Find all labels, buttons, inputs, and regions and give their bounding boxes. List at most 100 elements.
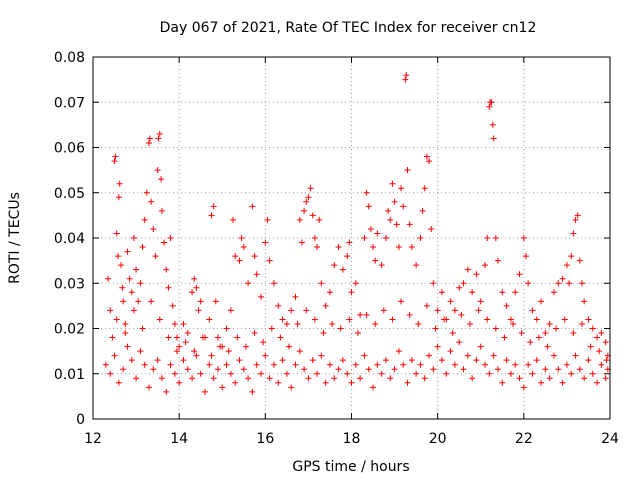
data-point xyxy=(389,316,396,323)
data-point xyxy=(210,203,217,210)
data-point xyxy=(296,216,303,223)
data-point xyxy=(520,235,527,241)
data-point xyxy=(451,361,458,368)
data-point xyxy=(587,343,594,350)
y-tick-label: 0.02 xyxy=(54,322,85,338)
data-point xyxy=(141,216,148,223)
data-point xyxy=(344,370,351,377)
data-point xyxy=(441,316,448,323)
data-point xyxy=(406,311,413,318)
data-point xyxy=(415,320,422,327)
data-point xyxy=(141,361,148,368)
data-point xyxy=(238,235,245,241)
data-point xyxy=(469,375,476,382)
data-point xyxy=(398,185,405,192)
x-tick-label: 24 xyxy=(601,431,619,447)
data-point xyxy=(566,280,573,287)
data-point xyxy=(572,352,579,359)
data-point xyxy=(270,280,277,287)
data-point xyxy=(563,262,570,269)
x-tick-label: 14 xyxy=(170,431,188,447)
data-point xyxy=(443,370,450,377)
data-point xyxy=(232,379,239,386)
data-point xyxy=(370,384,377,391)
data-point xyxy=(303,307,310,314)
data-point xyxy=(184,330,191,337)
data-point xyxy=(403,72,410,79)
y-tick-label: 0.06 xyxy=(54,141,85,157)
y-tick-label: 0.03 xyxy=(54,276,85,292)
data-point xyxy=(152,253,159,260)
data-point xyxy=(447,298,454,305)
data-point xyxy=(189,289,196,296)
data-point xyxy=(214,366,221,373)
data-point xyxy=(348,289,355,296)
data-point xyxy=(380,307,387,314)
data-point xyxy=(208,352,215,359)
data-point xyxy=(266,257,273,264)
data-point xyxy=(232,253,239,260)
data-point xyxy=(182,339,189,346)
data-point xyxy=(447,348,454,355)
data-point xyxy=(585,357,592,364)
y-tick-label: 0.04 xyxy=(54,231,85,247)
data-point xyxy=(596,348,603,355)
chart-title: Day 067 of 2021, Rate Of TEC Index for r… xyxy=(160,20,537,36)
data-point xyxy=(598,330,605,337)
data-point xyxy=(408,357,415,364)
data-point xyxy=(464,352,471,359)
data-point xyxy=(335,244,342,251)
data-point xyxy=(326,361,333,368)
x-tick-label: 22 xyxy=(515,431,533,447)
data-point xyxy=(352,280,359,287)
data-point xyxy=(279,357,286,364)
data-point xyxy=(473,271,480,278)
data-point xyxy=(288,307,295,314)
data-point xyxy=(363,189,370,196)
data-point xyxy=(262,239,269,246)
data-point xyxy=(361,235,368,241)
data-point xyxy=(494,257,501,264)
data-point xyxy=(115,194,122,201)
data-point xyxy=(309,357,316,364)
data-point xyxy=(234,334,241,341)
data-point xyxy=(339,266,346,273)
data-point xyxy=(329,320,336,327)
x-tick-label: 18 xyxy=(343,431,361,447)
data-point xyxy=(107,370,114,377)
data-point xyxy=(107,307,114,314)
data-point xyxy=(262,352,269,359)
data-point xyxy=(128,357,135,364)
data-point xyxy=(251,330,258,337)
data-point xyxy=(113,316,120,323)
data-point xyxy=(408,244,415,251)
data-point xyxy=(432,325,439,332)
data-point xyxy=(193,284,200,291)
data-point xyxy=(118,262,125,269)
data-point xyxy=(361,352,368,359)
y-tick-label: 0.08 xyxy=(54,50,85,66)
data-point xyxy=(283,370,290,377)
data-point xyxy=(387,216,394,223)
data-point xyxy=(451,307,458,314)
data-point xyxy=(576,257,583,264)
data-point xyxy=(417,361,424,368)
data-point xyxy=(258,293,265,300)
data-point xyxy=(507,370,514,377)
data-point xyxy=(382,235,389,241)
data-point xyxy=(314,244,321,251)
data-point xyxy=(354,330,361,337)
data-point xyxy=(150,366,157,373)
data-point xyxy=(294,320,301,327)
data-point xyxy=(570,330,577,337)
data-point xyxy=(473,357,480,364)
data-point xyxy=(484,235,491,241)
data-point xyxy=(180,320,187,327)
data-point xyxy=(544,343,551,350)
data-point xyxy=(165,334,172,341)
data-point xyxy=(589,325,596,332)
data-point xyxy=(365,366,372,373)
data-point xyxy=(245,280,252,287)
data-point xyxy=(553,325,560,332)
data-point xyxy=(135,298,142,305)
